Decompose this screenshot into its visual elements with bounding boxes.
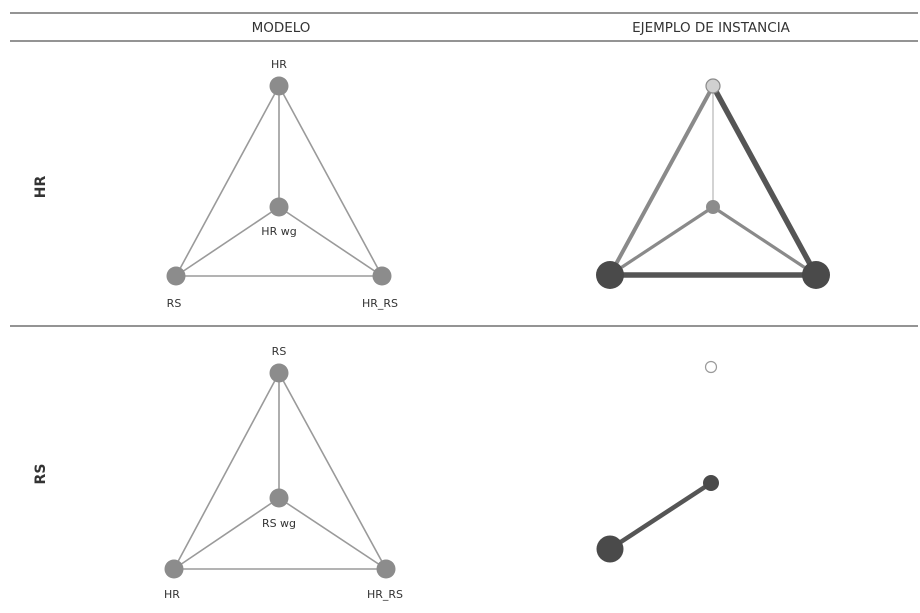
model-edge	[278, 497, 387, 570]
node-label-top: HR	[271, 58, 287, 71]
row-label-hr: HR	[33, 176, 49, 199]
instance-edge	[608, 481, 713, 551]
row-label-rs: RS	[33, 464, 49, 485]
model-graph-hr: HR HR wg RS HR_RS	[166, 58, 398, 310]
model-node-center	[269, 488, 289, 508]
model-edge	[278, 206, 383, 277]
instance-edge	[712, 205, 817, 277]
node-label-left: RS	[167, 297, 182, 310]
instance-graph-rs	[596, 360, 719, 563]
model-edge	[173, 372, 280, 570]
node-label-center: HR wg	[261, 225, 296, 238]
model-edge	[175, 85, 280, 277]
instance-node-top	[705, 78, 721, 94]
instance-edge	[609, 205, 714, 277]
model-edge	[278, 85, 383, 277]
instance-edge	[608, 85, 715, 276]
instance-node-top	[704, 360, 718, 374]
node-label-right: HR_RS	[367, 588, 403, 601]
node-label-top: RS	[272, 345, 287, 358]
model-edge	[278, 372, 387, 570]
node-label-right: HR_RS	[362, 297, 398, 310]
column-header-modelo: MODELO	[252, 20, 311, 36]
model-node-top	[269, 76, 289, 96]
instance-edge	[710, 84, 819, 277]
instance-node-center	[703, 475, 719, 491]
model-node-left	[164, 559, 184, 579]
node-label-left: HR	[164, 588, 180, 601]
model-edge	[173, 497, 280, 570]
node-label-center: RS wg	[262, 517, 296, 530]
model-node-left	[166, 266, 186, 286]
model-edge	[175, 206, 280, 277]
instance-node-left	[596, 261, 624, 289]
model-node-right	[372, 266, 392, 286]
model-node-center	[269, 197, 289, 217]
instance-node-center	[706, 200, 720, 214]
instance-node-right	[802, 261, 830, 289]
instance-node-left	[596, 535, 624, 563]
model-graph-rs: RS RS wg HR HR_RS	[164, 345, 403, 601]
model-node-top	[269, 363, 289, 383]
instance-graph-hr	[596, 78, 830, 289]
model-node-right	[376, 559, 396, 579]
column-header-ejemplo: EJEMPLO DE INSTANCIA	[632, 20, 791, 36]
